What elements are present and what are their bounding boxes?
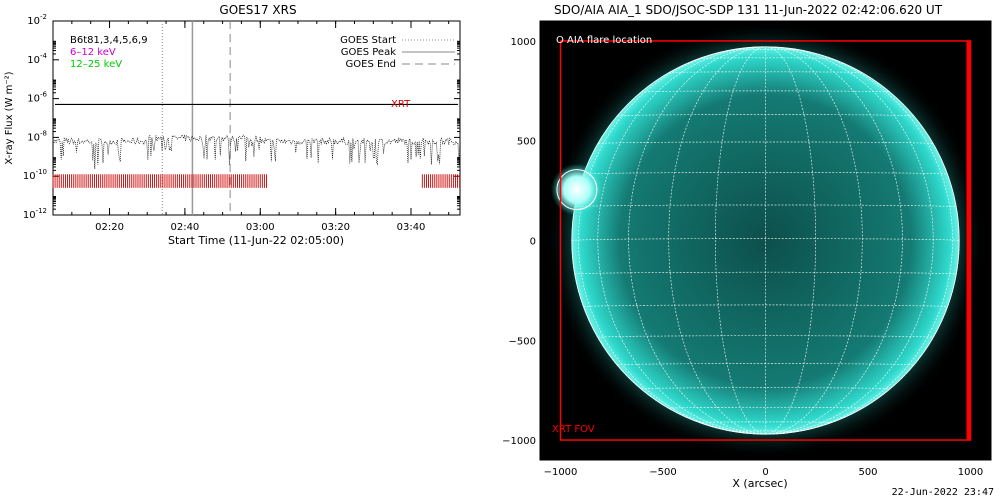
energy-legend: B6t81,3,4,5,6,9 6–12 keV 12–25 keV (70, 35, 148, 70)
goes-y-axis: 10-12 10-10 10-8 10-6 10-4 10-2 (23, 13, 460, 221)
flare-legend: O AIA flare location (556, 35, 652, 46)
xrt-fov-label: XRT FOV (552, 424, 595, 435)
longitude-line (765, 46, 953, 435)
x-tick-label: 03:00 (246, 222, 275, 233)
flare-glow (550, 163, 603, 216)
latitude-line (699, 421, 832, 423)
footer-date: 22-Jun-2022 23:47 (891, 487, 994, 498)
goes-series-group (52, 103, 461, 169)
x-tick-label: 500 (858, 467, 877, 478)
longitude-line (578, 46, 766, 435)
longitude-line (715, 46, 766, 435)
y-tick-label: 10-12 (23, 207, 47, 221)
x-tick-label: 0 (762, 467, 768, 478)
longitude-line (765, 46, 934, 435)
goes-events-legend: GOES Start GOES Peak GOES End (340, 35, 455, 70)
x-tick-label: −500 (649, 467, 676, 478)
x-tick-label: 02:20 (95, 222, 124, 233)
flare-legend-text: O AIA flare location (556, 35, 652, 46)
xrt-label: XRT (391, 99, 411, 110)
x-tick-label: 02:40 (170, 222, 199, 233)
longitude-line (597, 46, 766, 435)
x-tick-label: 03:40 (397, 222, 426, 233)
y-tick-label: −500 (509, 336, 536, 347)
latitude-line (583, 172, 948, 175)
legend-goes-end: GOES End (346, 59, 396, 70)
y-tick-label: −1000 (502, 436, 536, 447)
heliographic-grid (571, 46, 960, 435)
aia-image-chart: SDO/AIA AIA_1 SDO/JSOC-SDP 131 11-Jun-20… (502, 3, 992, 490)
legend-goes-start: GOES Start (340, 35, 396, 46)
latitude-line (597, 335, 934, 338)
y-tick-label: 10-4 (27, 52, 47, 66)
goes-y-axis-label: X-ray Flux (W m⁻²) (4, 71, 15, 164)
y-tick-label: 10-6 (27, 91, 47, 105)
xrt-fov-edge (966, 40, 971, 441)
goes-event-lines (161, 21, 231, 215)
goes-chart-title: GOES17 XRS (219, 3, 296, 17)
y-tick-label: 500 (517, 137, 536, 148)
legend-goes-peak: GOES Peak (341, 47, 396, 58)
latitude-line (597, 141, 934, 144)
legend-12-25-kev: 12–25 keV (70, 59, 122, 70)
y-tick-label: 1000 (511, 37, 536, 48)
goes-xrs-chart: GOES17 XRS 10-12 10-10 10-8 10-6 10-4 10-2 02… (4, 3, 461, 247)
longitude-line (668, 46, 766, 435)
limb-circle (571, 46, 960, 435)
short-channel-line (52, 134, 461, 169)
legend-6-12-kev: 6–12 keV (70, 47, 116, 58)
longitude-line (765, 46, 903, 435)
x-tick-label: 1000 (958, 467, 983, 478)
goes-plot-frame (52, 20, 461, 216)
x-tick-label: 03:20 (321, 222, 350, 233)
goes-x-axis-label: Start Time (11-Jun-22 02:05:00) (168, 234, 344, 247)
aia-chart-title: SDO/AIA AIA_1 SDO/JSOC-SDP 131 11-Jun-20… (554, 3, 943, 17)
y-tick-label: 0 (530, 237, 536, 248)
goes-x-axis: 02:20 02:40 03:00 03:20 03:40 (52, 21, 450, 233)
longitude-line (628, 46, 766, 435)
y-tick-label: 10-10 (23, 168, 47, 182)
y-tick-label: 10-8 (27, 129, 47, 143)
x-tick-label: −1000 (544, 467, 578, 478)
y-tick-label: 10-2 (27, 13, 47, 27)
xrt-coverage-group (52, 174, 461, 188)
longitude-line (765, 46, 816, 435)
legend-detectors: B6t81,3,4,5,6,9 (70, 35, 148, 46)
longitude-line (765, 46, 863, 435)
latitude-line (668, 71, 863, 74)
flare-location-marker (556, 169, 598, 211)
aia-x-axis-label: X (arcsec) (732, 477, 787, 490)
aia-axes: −1000 −500 0 500 1000 −1000 −500 0 500 1000 (502, 20, 992, 478)
